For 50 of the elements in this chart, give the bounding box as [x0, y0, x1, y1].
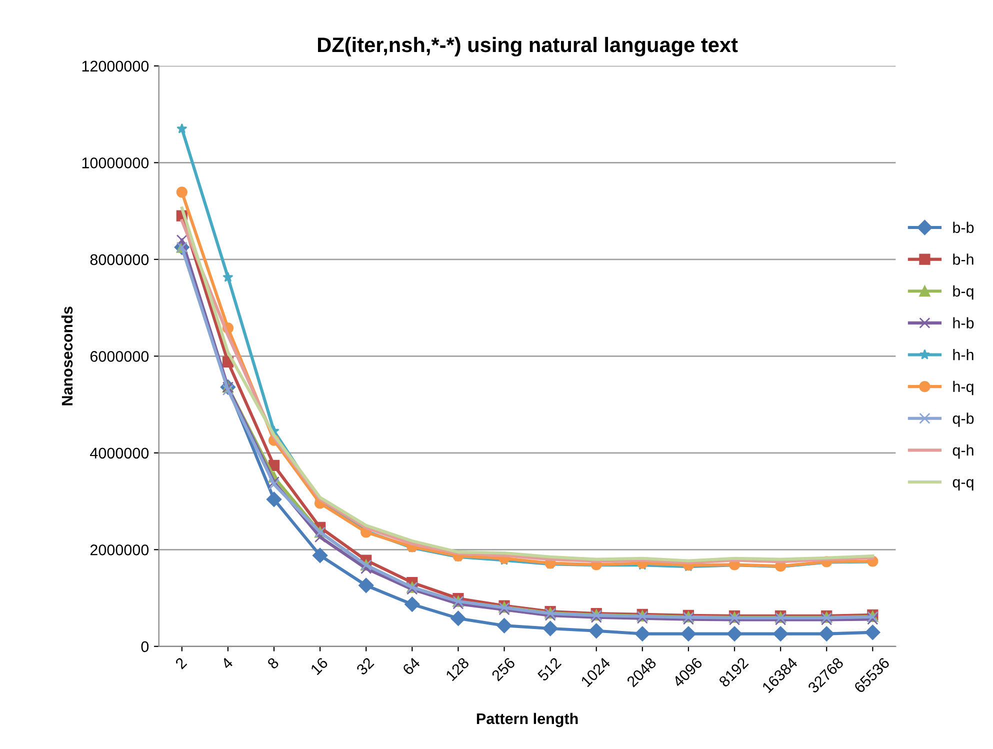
y-tick-label: 2000000	[90, 544, 149, 556]
y-axis-title: Nanoseconds	[61, 306, 73, 406]
y-tick-label: 8000000	[90, 254, 149, 266]
point	[268, 478, 280, 490]
y-tick-label: 12000000	[82, 60, 149, 72]
legend-label: h-b	[953, 317, 974, 328]
point	[360, 562, 372, 574]
point	[867, 614, 878, 625]
x-tick-label: 16	[310, 656, 328, 676]
x-tick-label: 32	[356, 656, 374, 676]
point	[358, 578, 374, 594]
x-tick-label: 128	[445, 656, 470, 682]
y-tick-label: 6000000	[90, 351, 149, 362]
y-tick-label: 4000000	[90, 448, 149, 459]
legend-label: q-q	[952, 479, 974, 491]
x-axis-title: Pattern length	[476, 712, 578, 728]
point	[542, 620, 558, 636]
legend-label: h-h	[953, 349, 974, 360]
point	[680, 626, 696, 642]
point	[222, 272, 234, 282]
legend-label: b-q	[953, 285, 974, 300]
y-tick-label: 10000000	[82, 158, 149, 168]
point	[726, 626, 742, 642]
x-tick-label: 4	[220, 656, 234, 670]
point	[634, 626, 650, 642]
point	[450, 610, 466, 626]
point	[588, 623, 604, 638]
legend-label: q-h	[952, 444, 974, 459]
point	[404, 596, 420, 612]
y-tick-label: 0	[141, 641, 149, 652]
point	[496, 618, 512, 634]
legend-label: q-b	[952, 412, 974, 427]
point	[819, 626, 834, 642]
point	[176, 123, 188, 134]
chart-title: DZ(iter,nsh,*-*) using natural language text	[318, 36, 738, 56]
point	[312, 548, 328, 564]
x-tick-label: 8	[266, 656, 280, 670]
point	[176, 234, 188, 246]
x-tick-label: 64	[402, 656, 421, 676]
point	[176, 186, 188, 198]
x-tick-label: 2	[174, 656, 188, 670]
legend-label: b-h	[953, 254, 974, 265]
x-tick-label: 256	[491, 656, 516, 682]
x-tick-label: 512	[536, 656, 562, 682]
legend-label: h-q	[953, 380, 974, 396]
point	[314, 532, 326, 543]
point	[865, 624, 880, 640]
point	[772, 626, 788, 642]
point	[266, 492, 282, 507]
legend-label: b-b	[953, 222, 974, 234]
